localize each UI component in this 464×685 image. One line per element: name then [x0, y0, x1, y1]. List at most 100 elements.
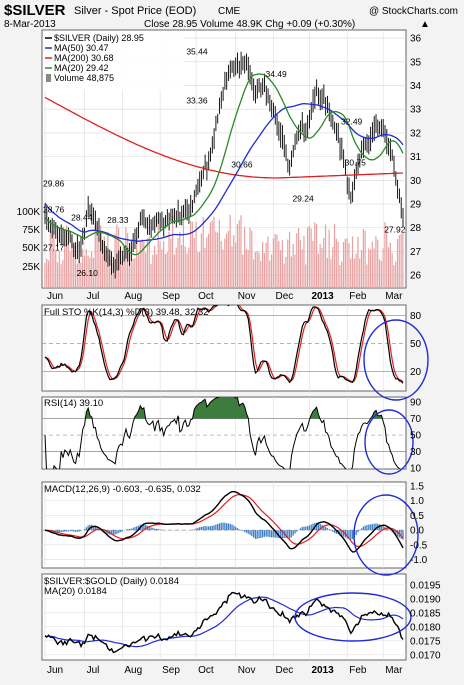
volume-bar — [128, 262, 131, 287]
stochastic-tick-label: 50 — [410, 339, 422, 350]
volume-bar — [263, 252, 265, 287]
volume-tick-100k: 100K — [17, 207, 41, 218]
volume-bar — [254, 252, 256, 287]
macd-histogram-bar — [296, 530, 298, 532]
volume-bar — [267, 236, 269, 287]
volume-bar — [346, 238, 348, 287]
legend-price: $SILVER (Daily) 28.95 — [54, 33, 144, 43]
volume-bar — [123, 255, 125, 287]
volume-bar — [143, 241, 145, 287]
macd-histogram-bar — [199, 527, 201, 531]
macd-histogram-bar — [265, 530, 267, 537]
volume-bar — [213, 216, 215, 287]
legend-volume: Volume 48,875 — [54, 73, 114, 83]
volume-bar — [47, 260, 50, 287]
volume-bar — [272, 238, 274, 287]
volume-bar — [323, 237, 325, 287]
volume-bar — [157, 219, 159, 287]
rsi-tick-label: 50 — [410, 431, 422, 442]
volume-bar — [188, 247, 190, 287]
macd-histogram-bar — [85, 527, 87, 531]
price-annotation: 29.24 — [292, 193, 314, 203]
volume-bar — [100, 225, 102, 287]
volume-bar — [258, 252, 260, 287]
macd-histogram-bar — [236, 528, 239, 531]
price-tick-label: 28 — [410, 223, 422, 234]
volume-bar — [386, 229, 388, 287]
month-label: Dec — [275, 665, 293, 676]
legend-ma200: MA(200) 30.68 — [54, 53, 114, 63]
volume-bar — [344, 238, 346, 287]
macd-histogram-bar — [299, 528, 302, 531]
macd-histogram-bar — [242, 530, 244, 532]
volume-bar — [225, 233, 228, 287]
macd-histogram-bar — [387, 529, 390, 531]
macd-histogram-bar — [319, 523, 321, 531]
price-tick-label: 33 — [410, 105, 422, 116]
macd-histogram-bar — [65, 530, 68, 532]
macd-histogram-bar — [94, 526, 96, 531]
macd-tick-label: -0.5 — [410, 540, 428, 551]
volume-bar — [319, 244, 321, 287]
macd-histogram-bar — [274, 530, 276, 538]
volume-bar — [56, 262, 59, 287]
macd-histogram-bar — [333, 530, 336, 533]
volume-bar — [80, 262, 82, 287]
macd-histogram-bar — [148, 526, 150, 531]
month-label: 2013 — [311, 665, 334, 676]
macd-histogram-bar — [328, 529, 330, 531]
volume-bar — [400, 233, 402, 287]
macd-histogram-bar — [218, 523, 221, 531]
rsi-line — [44, 397, 401, 469]
volume-bar — [69, 251, 71, 287]
month-label: Jun — [47, 665, 63, 676]
macd-histogram-bar — [324, 526, 327, 531]
volume-bar — [148, 236, 150, 287]
macd-histogram-bar — [270, 530, 273, 538]
ratio-ma-legend: MA(20) 0.0184 — [44, 586, 107, 597]
volume-bar — [245, 248, 247, 287]
stochastic-highlight-circle — [363, 319, 429, 401]
volume-bar — [96, 222, 98, 287]
volume-bar — [238, 220, 240, 287]
macd-histogram-bar — [396, 530, 399, 537]
volume-bar — [306, 227, 309, 287]
price-tick-label: 31 — [410, 152, 422, 163]
macd-histogram-bar — [209, 526, 212, 531]
volume-bar — [218, 219, 221, 287]
rsi-tick-label: 70 — [410, 414, 422, 425]
volume-bar — [208, 233, 210, 287]
volume-bar — [121, 261, 123, 287]
macd-histogram-bar — [132, 527, 134, 531]
volume-bar — [330, 259, 332, 287]
volume-bar — [326, 257, 328, 287]
macd-histogram-bar — [339, 530, 341, 536]
volume-bar — [324, 224, 327, 287]
macd-histogram-bar — [116, 530, 118, 534]
volume-bar — [109, 255, 111, 287]
quote-line: Close 28.95 Volume 48.9K Chg +0.09 (+0.3… — [144, 19, 355, 30]
legend-ma20: MA(20) 29.42 — [54, 63, 109, 73]
volume-bar — [375, 236, 377, 287]
rsi-tick-label: 10 — [410, 464, 422, 475]
volume-bar — [335, 238, 337, 287]
volume-bar — [78, 261, 80, 287]
volume-bar — [391, 252, 393, 287]
volume-bar — [44, 262, 46, 287]
macd-histogram-bar — [346, 530, 348, 539]
volume-bar — [195, 221, 197, 287]
volume-bar — [141, 239, 143, 287]
volume-bar — [136, 237, 138, 287]
volume-bar — [369, 249, 372, 287]
price-tick-label: 29 — [410, 200, 422, 211]
macd-histogram-bar — [211, 525, 213, 531]
volume-bar — [260, 261, 262, 287]
macd-histogram-bar — [260, 530, 262, 539]
volume-bar — [94, 224, 96, 287]
rsi-tick-label: 90 — [410, 398, 422, 409]
volume-bar — [190, 221, 192, 287]
volume-bar — [159, 241, 161, 287]
price-tick-label: 30 — [410, 176, 422, 187]
macd-histogram-bar — [303, 526, 305, 531]
ma200-line — [44, 96, 404, 179]
